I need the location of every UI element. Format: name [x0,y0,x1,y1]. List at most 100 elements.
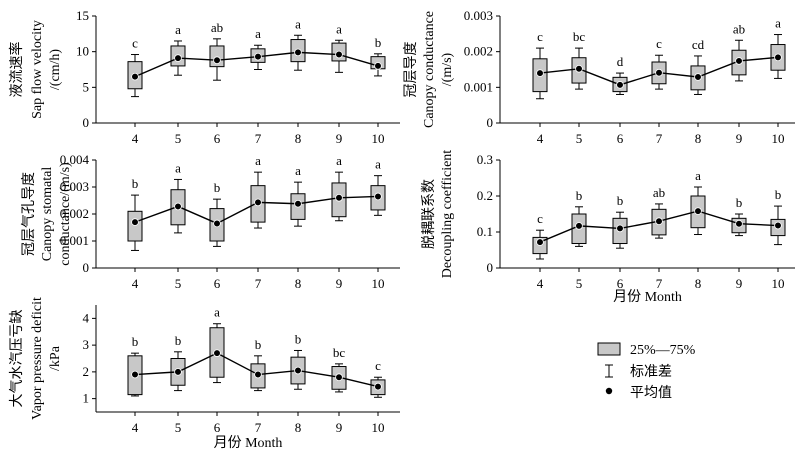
significance-label: b [175,333,182,348]
mean-marker [374,62,382,70]
x-tick-label: 5 [175,131,182,146]
mean-marker [174,202,182,211]
mean-marker [335,194,343,202]
x-tick-label: 4 [132,276,139,291]
significance-label: d [617,54,624,69]
x-tick-label: 7 [255,131,262,146]
significance-label: b [736,195,743,210]
y-tick-label: 0.001 [464,79,493,94]
mean-marker [254,370,262,379]
y-axis-label: Canopy conductance [422,11,437,128]
significance-label: a [255,26,261,41]
y-tick-label: 0 [487,115,494,130]
mean-marker [374,382,382,391]
y-tick-label: 1 [83,391,90,406]
y-axis-label: 脱耦联系数 [421,179,437,249]
mean-marker [575,222,583,230]
x-tick-label: 6 [214,131,221,146]
x-tick-label: 6 [214,276,221,291]
y-tick-label: 0.3 [477,152,493,167]
y-axis-label: Canopy stomatal [40,167,55,262]
x-tick-label: 9 [336,420,343,435]
y-axis-label: conductance/(m/s) [58,162,73,266]
significance-label: ab [653,185,665,200]
significance-label: b [775,187,782,202]
x-tick-label: 5 [175,420,182,435]
x-tick-label: 5 [576,131,583,146]
mean-marker [774,53,782,62]
y-axis-label: 冠层气孔导度 [21,172,37,256]
x-tick-label: 8 [295,276,302,291]
y-tick-label: 0.003 [60,179,89,194]
y-tick-label: 0.2 [477,188,493,203]
y-tick-label: 0 [83,260,90,275]
y-tick-label: 3 [83,337,90,352]
significance-label: c [656,36,662,51]
x-tick-label: 9 [336,276,343,291]
y-axis-label: /kPa [48,345,63,371]
legend: 25%—75% 标准差 平均值 [597,342,696,401]
y-tick-label: 0.003 [464,8,493,23]
legend-box-swatch [597,342,621,356]
significance-label: a [775,16,781,31]
significance-label: a [295,16,301,31]
legend-whisker-icon [605,364,613,378]
y-axis-label: /(cm/h) [48,49,63,91]
x-tick-label: 7 [656,131,663,146]
significance-label: b [214,180,221,195]
x-tick-label: 6 [617,276,624,291]
chart-panel-2: 0 0.001 0.002 0.003 4 5 6 7 8 9 10 c bc d c cd ab a 冠层导度 Ca… [403,8,795,146]
y-axis-label: /(m/s) [440,52,455,86]
x-tick-label: 4 [537,131,544,146]
y-tick-label: 0.1 [477,224,493,239]
y-tick-label: 10 [76,44,89,59]
x-axis-label: 月份 Month [613,289,682,305]
x-tick-label: 10 [372,420,385,435]
significance-label: b [576,188,583,203]
mean-marker [294,366,302,375]
significance-label: c [537,211,543,226]
x-tick-label: 8 [695,131,702,146]
mean-marker [735,57,743,65]
y-tick-label: 0.002 [60,206,89,221]
significance-label: a [255,153,261,168]
mean-marker [774,221,782,230]
y-tick-label: 0 [83,115,90,130]
y-tick-label: 5 [83,79,90,94]
significance-label: cd [692,37,705,52]
legend-box-label: 25%—75% [630,343,696,358]
mean-marker [694,73,702,81]
y-axis-label: 大气水汽压亏缺 [9,310,25,408]
y-axis-label: Decoupling coefficient [440,150,455,279]
chart-panel-5: 1 2 3 4 4 5 6 7 8 9 10 b b a b b bc c 大气水汽压亏缺 Vapor pressur… [9,297,400,451]
significance-label: a [695,168,701,183]
significance-label: a [336,21,342,36]
legend-whisker-label: 标准差 [630,364,672,380]
y-tick-label: 2 [83,364,90,379]
mean-marker [536,69,544,77]
mean-marker [213,349,221,357]
mean-marker [616,224,624,233]
significance-label: b [617,193,624,208]
mean-marker [335,50,343,59]
mean-marker [616,81,624,89]
x-tick-label: 5 [576,276,583,291]
y-tick-label: 4 [83,310,90,325]
significance-label: b [295,331,302,346]
x-tick-label: 5 [175,276,182,291]
mean-marker [174,368,182,376]
y-axis-label: 液流速率 [8,42,25,98]
mean-marker [536,238,544,246]
mean-marker [374,192,382,201]
significance-label: a [214,305,220,320]
significance-label: b [375,35,382,50]
x-tick-label: 7 [255,276,262,291]
significance-label: a [175,160,181,175]
mean-marker [131,370,139,379]
mean-marker [294,199,302,208]
mean-marker [335,373,343,382]
x-tick-label: 9 [736,131,743,146]
